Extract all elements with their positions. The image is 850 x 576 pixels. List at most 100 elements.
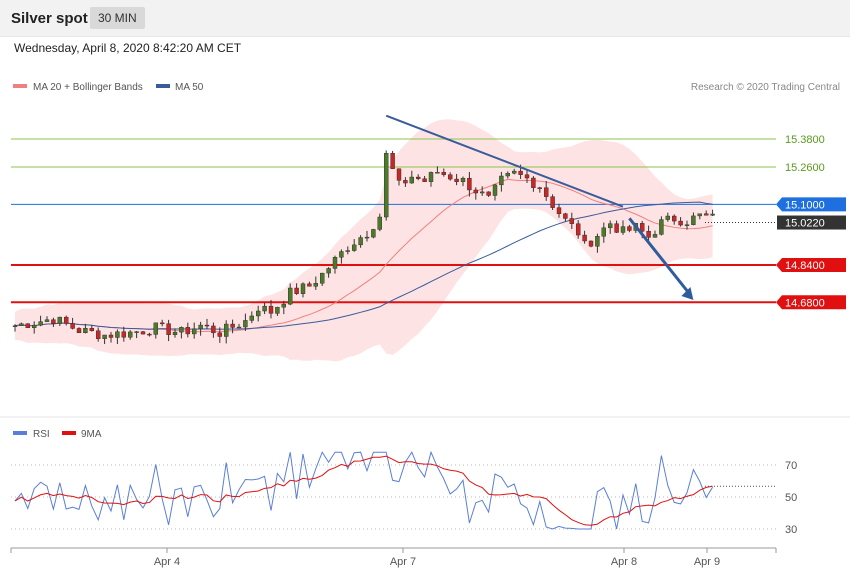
candle-body [518, 170, 523, 175]
candle-body [691, 215, 696, 225]
support-label: 14.8400 [785, 260, 825, 272]
candle-body [422, 178, 427, 182]
pivot-tag [776, 197, 846, 212]
x-axis-ticks: Apr 4 Apr 7 Apr 8 Apr 9 [10, 548, 777, 568]
candle-body [121, 331, 127, 338]
candle-body [172, 331, 178, 335]
ma20-legend-swatch [13, 84, 27, 88]
candle-body [166, 323, 171, 335]
candle-body [441, 172, 446, 175]
candle-body [70, 323, 75, 329]
rsi-ma-legend-swatch [62, 431, 76, 435]
candle-body [249, 315, 255, 321]
candle-body [486, 191, 491, 196]
candle-body [345, 250, 350, 252]
support-label: 14.6800 [785, 297, 825, 309]
candle-body [390, 153, 395, 169]
candle-body [416, 176, 421, 179]
candle-body [601, 227, 606, 237]
instrument-title: Silver spot [11, 10, 88, 27]
candle-body [147, 333, 152, 336]
candle-body [435, 172, 440, 174]
candle-body [544, 187, 549, 197]
candle-body [57, 316, 62, 324]
timeframe-button[interactable]: 30 MIN [90, 7, 145, 29]
candle-body [294, 287, 299, 294]
candle-body [428, 172, 434, 182]
candle-body [185, 327, 191, 335]
candle-body [524, 174, 530, 179]
candle-body [505, 173, 510, 177]
candle-body [588, 240, 594, 247]
candle-body [313, 283, 318, 287]
x-tick-label: Apr 9 [694, 556, 720, 568]
candle-body [262, 305, 267, 312]
moving-averages [14, 178, 713, 333]
ma50-legend-label: MA 50 [175, 82, 204, 93]
candle-body [531, 177, 536, 188]
candle-body [608, 223, 613, 229]
candle-body [614, 223, 619, 233]
candle-body [684, 224, 690, 226]
candle-body [191, 328, 197, 335]
candle-body [460, 177, 466, 182]
candle-body [697, 213, 702, 217]
ma50-line [14, 201, 713, 330]
candle-body [134, 331, 139, 333]
candle-body [115, 331, 120, 338]
candle-body [409, 176, 414, 184]
candle-body [620, 226, 626, 233]
forecast-arrow-head [681, 286, 694, 300]
x-tick-label: Apr 8 [611, 556, 637, 568]
support-tag [776, 295, 846, 310]
candle-body [512, 170, 517, 174]
candle-body [63, 316, 69, 324]
candle-body [95, 330, 101, 339]
candle-body [710, 213, 715, 216]
candle-body [89, 327, 95, 332]
candle-body [550, 196, 555, 208]
candle-body [665, 215, 670, 220]
x-tick-label: Apr 7 [390, 556, 416, 568]
candle-body [236, 326, 242, 329]
candle-body [25, 323, 30, 328]
candle-body [223, 323, 229, 337]
candle-body [12, 325, 18, 327]
candle-body [371, 229, 376, 238]
candle-body [44, 319, 50, 322]
rsi-legend-swatch [13, 431, 27, 435]
candle-body [377, 216, 382, 230]
forecast-arrow-shaft [628, 217, 692, 296]
candle-body [473, 189, 478, 194]
candle-body [300, 283, 306, 294]
candle-body [678, 220, 683, 226]
last-price-tag [777, 215, 846, 230]
candle-body [352, 244, 357, 251]
rsi-ma-line [14, 455, 713, 526]
candle-body [396, 168, 402, 181]
candle-body [364, 236, 370, 239]
candle-body [492, 184, 498, 196]
bollinger-bands [15, 119, 713, 362]
candle-body [108, 334, 114, 338]
candle-body [652, 234, 658, 238]
candle-body [704, 213, 709, 216]
candle-body [339, 251, 344, 258]
price-levels: 15.3800 15.2600 15.1000 15.0220 14.8400 14.68… [11, 134, 846, 310]
candle-body [659, 219, 664, 235]
candle-body [537, 187, 542, 189]
candle-body [307, 283, 312, 287]
candle-body [646, 231, 651, 238]
candle-body [256, 310, 261, 317]
candle-body [153, 322, 159, 335]
candle-body [51, 319, 56, 324]
candle-body [230, 323, 235, 328]
candle-body [326, 268, 331, 274]
candle-body [358, 237, 363, 246]
candle-body [140, 331, 146, 335]
candle-body [32, 324, 37, 328]
pivot-label: 15.1000 [785, 199, 825, 211]
last-price-label: 15.0220 [785, 218, 825, 230]
rsi-pane: 70 50 30 [11, 450, 797, 536]
